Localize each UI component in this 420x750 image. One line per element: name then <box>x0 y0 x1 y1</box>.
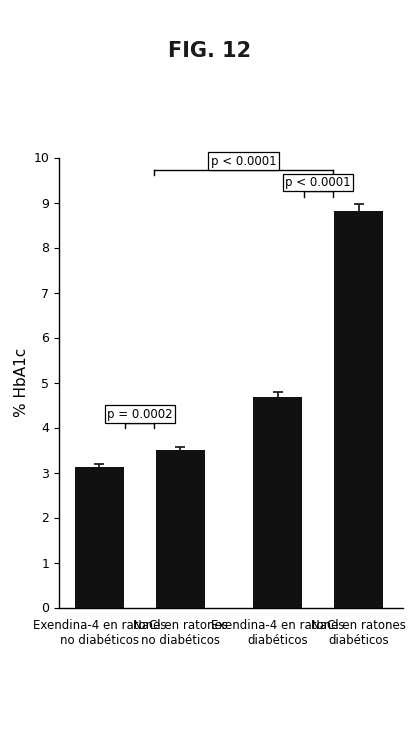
Text: p < 0.0001: p < 0.0001 <box>211 154 276 168</box>
Bar <box>253 397 302 608</box>
Text: p < 0.0001: p < 0.0001 <box>285 176 351 189</box>
Bar <box>75 467 123 608</box>
Text: p = 0.0002: p = 0.0002 <box>107 408 173 421</box>
Bar <box>156 450 205 608</box>
Y-axis label: % HbA1c: % HbA1c <box>14 348 29 417</box>
Text: FIG. 12: FIG. 12 <box>168 41 252 62</box>
Bar <box>334 211 383 608</box>
